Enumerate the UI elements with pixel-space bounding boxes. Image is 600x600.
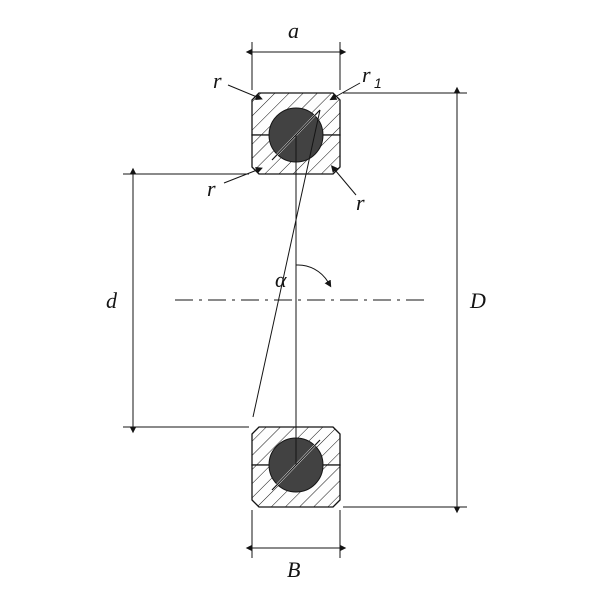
label-alpha: α xyxy=(275,267,287,292)
dim-B xyxy=(252,510,340,558)
label-d: d xyxy=(106,288,118,313)
label-r1: r 1 xyxy=(362,62,382,91)
dim-D xyxy=(343,93,467,507)
svg-text:1: 1 xyxy=(374,75,382,91)
label-D: D xyxy=(469,288,486,313)
label-r-tl: r xyxy=(213,68,222,93)
dim-a xyxy=(252,42,340,90)
svg-text:r: r xyxy=(362,62,371,87)
label-r-bl: r xyxy=(207,176,216,201)
label-r-right: r xyxy=(356,190,365,215)
label-B: B xyxy=(287,557,300,582)
label-a: a xyxy=(288,18,299,43)
